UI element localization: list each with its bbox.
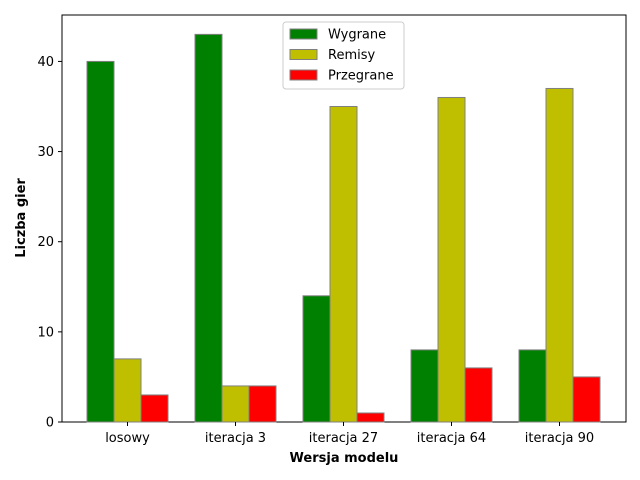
legend-swatch-przegrane <box>289 69 318 81</box>
bar-wygrane-4 <box>518 349 547 423</box>
x-tick-label: iteracja 64 <box>417 431 486 446</box>
legend: Wygrane Remisy Przegrane <box>282 21 405 90</box>
bar-wygrane-1 <box>194 33 223 423</box>
legend-label-remisy: Remisy <box>328 48 375 63</box>
x-tick-label: iteracja 27 <box>309 431 378 446</box>
bar-remisy-3 <box>437 96 466 423</box>
bar-remisy-1 <box>221 385 250 423</box>
x-axis-label: Wersja modelu <box>290 451 399 466</box>
y-axis-label: Liczba gier <box>14 178 29 258</box>
x-axis: losowy iteracja 3 iteracja 27 iteracja 64 it… <box>105 422 594 446</box>
bar-przegrane-3 <box>464 367 493 423</box>
bar-przegrane-2 <box>356 412 385 423</box>
legend-label-przegrane: Przegrane <box>328 69 394 84</box>
bar-remisy-4 <box>545 87 574 423</box>
bar-wygrane-3 <box>410 349 439 423</box>
bar-remisy-0 <box>113 358 142 423</box>
bar-przegrane-0 <box>140 394 169 423</box>
bar-wygrane-0 <box>86 60 115 423</box>
legend-label-wygrane: Wygrane <box>328 28 386 43</box>
bars-group <box>86 33 601 423</box>
bar-przegrane-4 <box>572 376 601 423</box>
legend-swatch-remisy <box>289 49 318 60</box>
x-tick-label: losowy <box>105 431 150 446</box>
bar-wygrane-2 <box>302 295 331 423</box>
bar-przegrane-1 <box>248 385 277 423</box>
y-tick-label: 0 <box>46 416 54 431</box>
x-tick-label: iteracja 3 <box>205 431 266 446</box>
legend-swatch-wygrane <box>289 28 318 40</box>
x-tick-label: iteracja 90 <box>525 431 594 446</box>
y-tick-label: 10 <box>37 325 54 340</box>
y-axis: 0 10 20 30 40 <box>37 55 62 431</box>
y-tick-label: 20 <box>37 235 54 250</box>
y-tick-label: 30 <box>37 145 54 160</box>
bar-remisy-2 <box>329 105 358 423</box>
y-tick-label: 40 <box>37 55 54 70</box>
